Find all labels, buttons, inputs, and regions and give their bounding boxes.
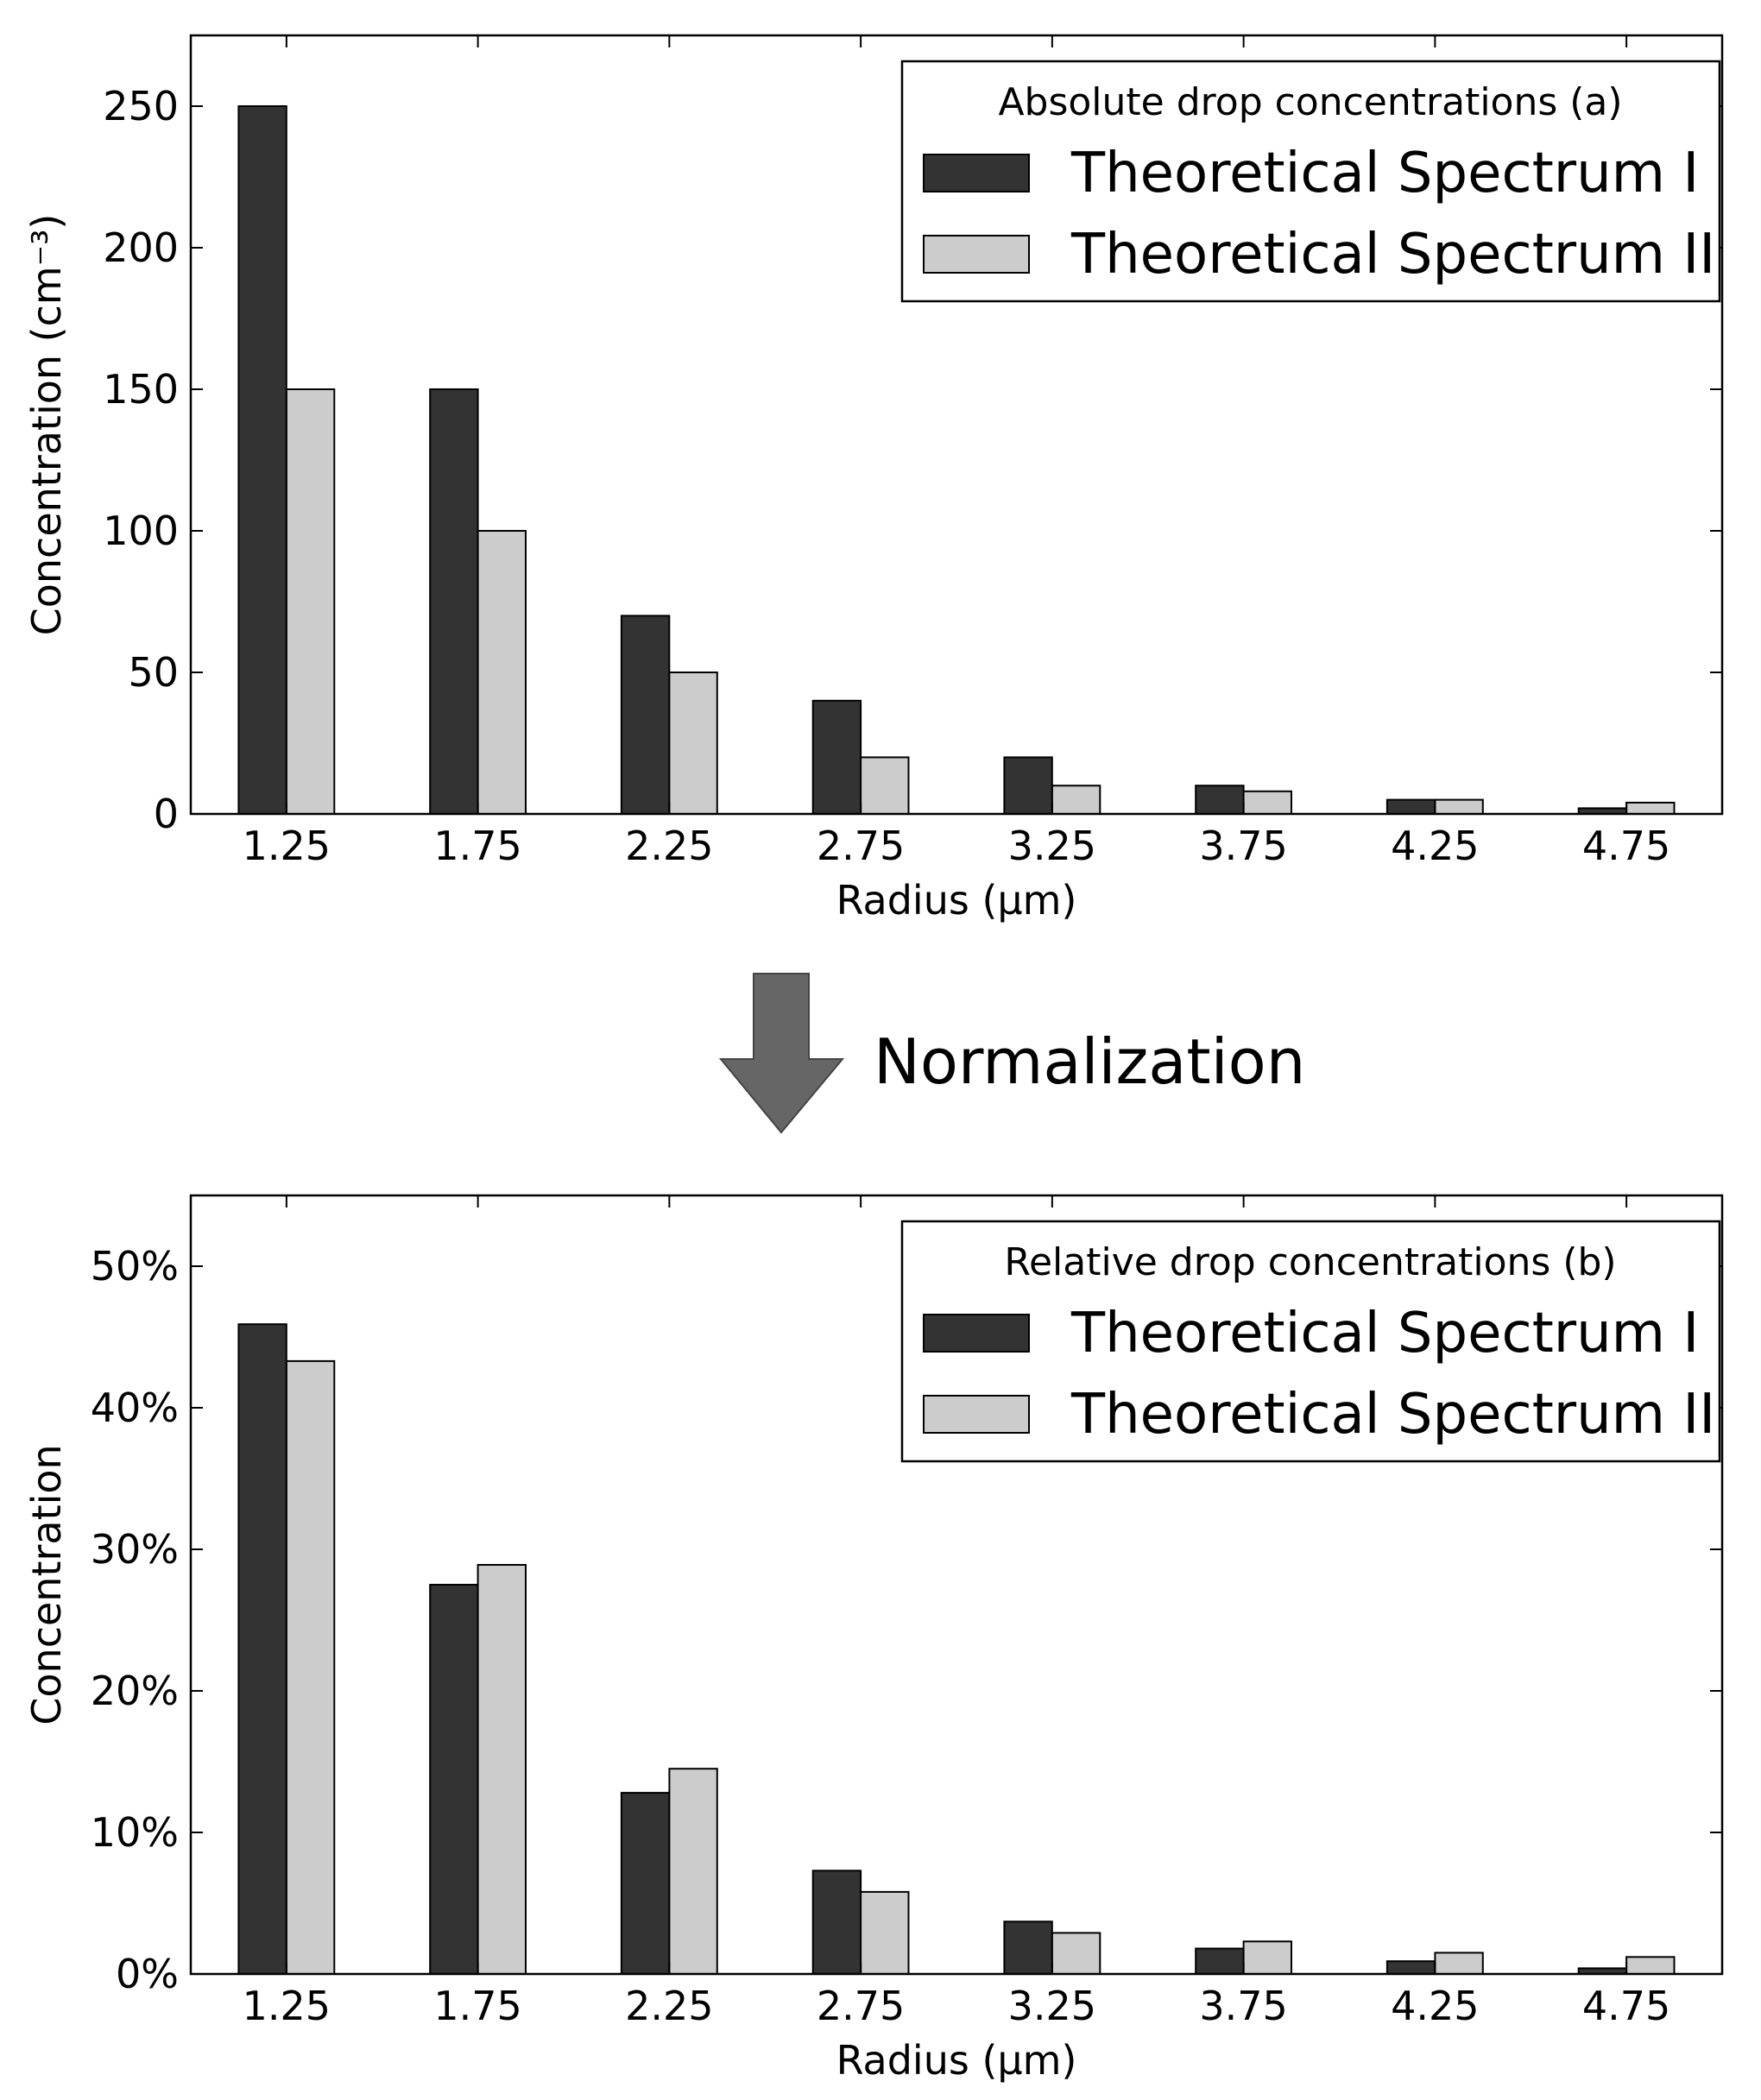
legend-box — [900, 60, 1721, 303]
bar-series-1-2.25 — [620, 615, 671, 816]
legend-swatch-series-2 — [923, 1395, 1030, 1434]
legend-label-series-2: Theoretical Spectrum II — [1070, 223, 1715, 287]
x-tick-label: 1.75 — [433, 1983, 521, 2029]
y-tick-label: 50 — [128, 649, 179, 696]
bar-series-2-1.75 — [477, 530, 527, 815]
legend-swatch-series-1 — [923, 1314, 1030, 1353]
x-tick-label: 2.75 — [817, 1983, 905, 2029]
bar-series-1-3.75 — [1195, 785, 1245, 816]
y-tick-label: 200 — [103, 224, 179, 271]
bar-series-2-2.75 — [860, 756, 910, 816]
bar-series-1-2.75 — [811, 699, 862, 815]
y-tick-label: 10% — [91, 1809, 179, 1856]
x-tick-label: 4.25 — [1391, 823, 1479, 869]
bar-series-1-3.25 — [1003, 756, 1053, 816]
y-tick-label: 30% — [91, 1526, 179, 1573]
bar-series-2-1.75 — [477, 1564, 527, 1975]
bar-series-2-4.25 — [1434, 1952, 1484, 1975]
chart-absolute-concentrations: 0 50 100 150 200 250 1.25 1.75 2.25 2.75 3.25 3.75 4… — [23, 34, 1724, 924]
x-tick-label: 4.75 — [1582, 1983, 1670, 2029]
x-tick-label: 3.25 — [1008, 823, 1096, 869]
x-axis-label: Radius (μm) — [836, 2037, 1077, 2084]
bar-series-1-3.75 — [1195, 1947, 1245, 1975]
bar-series-1-4.25 — [1385, 798, 1436, 815]
bar-series-1-2.75 — [811, 1870, 862, 1976]
bar-series-2-3.25 — [1051, 1932, 1101, 1975]
bar-series-2-2.75 — [860, 1890, 910, 1975]
legend-swatch-series-1 — [923, 154, 1030, 192]
bar-series-2-4.75 — [1625, 801, 1676, 816]
normalization-transition: Normalization — [718, 973, 1305, 1134]
legend: Absolute drop concentrations (a) Theoreti… — [900, 60, 1721, 303]
y-tick-label: 150 — [103, 366, 179, 413]
bar-series-2-2.25 — [668, 1768, 718, 1975]
bar-series-1-1.75 — [429, 388, 479, 815]
x-tick-label: 4.25 — [1391, 1983, 1479, 2029]
y-axis-label: Concentration (cm⁻³) — [23, 214, 70, 636]
bar-series-2-4.25 — [1434, 798, 1484, 815]
bar-series-2-3.25 — [1051, 785, 1101, 816]
legend-swatch-series-2 — [923, 235, 1030, 274]
bar-series-1-1.25 — [237, 105, 287, 815]
x-tick-label: 2.25 — [625, 823, 713, 869]
x-tick-label: 3.75 — [1199, 823, 1287, 869]
bar-series-2-1.25 — [285, 388, 336, 815]
bar-series-1-3.25 — [1003, 1920, 1053, 1976]
x-tick-label: 1.25 — [243, 823, 331, 869]
legend-label-series-1: Theoretical Spectrum I — [1070, 142, 1699, 205]
legend: Relative drop concentrations (b) Theoreti… — [900, 1220, 1721, 1463]
bar-series-2-1.25 — [285, 1359, 336, 1975]
plot-frame — [189, 1194, 1724, 1976]
x-tick-label: 2.25 — [625, 1983, 713, 2029]
y-axis-label: Concentration — [23, 1444, 70, 1725]
legend-box — [900, 1220, 1721, 1463]
bar-series-2-3.75 — [1242, 790, 1292, 815]
bar-series-2-3.75 — [1242, 1940, 1292, 1976]
legend-title: Relative drop concentrations (b) — [1004, 1240, 1616, 1284]
plot-frame — [189, 34, 1724, 816]
bar-series-1-4.25 — [1385, 1960, 1436, 1975]
y-tick-label: 0 — [154, 791, 179, 837]
x-tick-label: 2.75 — [817, 823, 905, 869]
legend-label-series-2: Theoretical Spectrum II — [1070, 1383, 1715, 1447]
legend-label-series-1: Theoretical Spectrum I — [1070, 1302, 1699, 1365]
normalization-label: Normalization — [874, 1025, 1305, 1098]
down-arrow-icon — [718, 973, 845, 1134]
y-tick-label: 100 — [103, 508, 179, 554]
legend-title: Absolute drop concentrations (a) — [998, 80, 1622, 124]
x-tick-label: 1.75 — [433, 823, 521, 869]
bar-series-2-4.75 — [1625, 1956, 1676, 1976]
y-tick-label: 20% — [91, 1668, 179, 1714]
x-tick-label: 3.75 — [1199, 1983, 1287, 2029]
y-tick-label: 250 — [103, 83, 179, 129]
y-tick-label: 40% — [91, 1384, 179, 1431]
y-tick-label: 0% — [116, 1951, 179, 1997]
bar-series-1-1.75 — [429, 1584, 479, 1975]
x-tick-label: 4.75 — [1582, 823, 1670, 869]
x-tick-label: 3.25 — [1008, 1983, 1096, 2029]
x-tick-label: 1.25 — [243, 1983, 331, 2029]
bar-series-1-2.25 — [620, 1792, 671, 1976]
y-tick-label: 50% — [91, 1243, 179, 1290]
chart-relative-concentrations: 0% 10% 20% 30% 40% 50% 1.25 1.75 2.25 2.75 3.25 3.7… — [23, 1194, 1724, 2084]
bar-series-2-2.25 — [668, 672, 718, 815]
bar-series-1-1.25 — [237, 1323, 287, 1975]
x-axis-label: Radius (μm) — [836, 877, 1077, 924]
